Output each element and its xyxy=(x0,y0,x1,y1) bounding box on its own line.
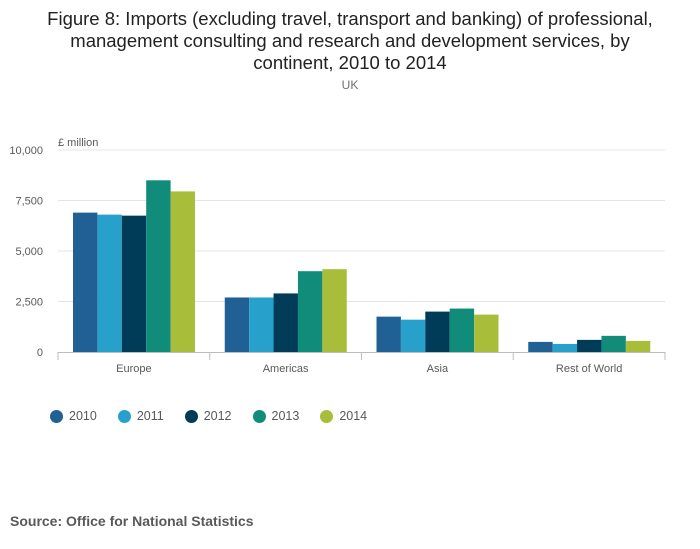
bar-2014-rest-of-world xyxy=(625,340,651,352)
bar-2012-asia xyxy=(425,311,450,352)
bar-2014-americas xyxy=(322,269,347,352)
bar-2011-americas xyxy=(249,297,274,352)
x-tick-label: Europe xyxy=(116,363,151,375)
legend-item-2012: 2012 xyxy=(184,409,232,423)
bar-2010-rest-of-world xyxy=(528,341,553,352)
y-tick-label: 0 xyxy=(37,347,43,359)
bar-2011-rest-of-world xyxy=(552,343,578,352)
legend-swatch xyxy=(117,409,131,423)
legend-item-2011: 2011 xyxy=(117,409,164,423)
bar-2013-americas xyxy=(297,271,323,352)
chart-subtitle: UK xyxy=(341,78,359,92)
bar-2011-europe xyxy=(97,214,122,352)
legend-label: 2012 xyxy=(203,409,232,423)
y-tick-label: 10,000 xyxy=(9,145,43,157)
y-tick-label: 7,500 xyxy=(15,196,43,208)
bar-2013-rest-of-world xyxy=(601,335,626,352)
y-axis-label: £ million xyxy=(58,137,98,149)
bar-2014-europe xyxy=(170,191,195,352)
legend-swatch xyxy=(252,409,266,423)
legend-item-2014: 2014 xyxy=(320,409,367,423)
x-tick-label: Americas xyxy=(263,363,309,375)
chart-title-line-1: Figure 8: Imports (excluding travel, tra… xyxy=(47,8,653,29)
legend-label: 2011 xyxy=(136,409,164,423)
bar-2013-europe xyxy=(146,180,171,352)
bar-2013-asia xyxy=(449,308,475,352)
bar-2012-europe xyxy=(121,215,147,352)
chart-title: Figure 8: Imports (excluding travel, tra… xyxy=(0,8,700,74)
x-tick-label: Asia xyxy=(427,363,449,375)
y-tick-label: 2,500 xyxy=(15,297,43,309)
legend-label: 2013 xyxy=(271,409,300,423)
legend-item-2013: 2013 xyxy=(252,409,300,423)
bar-2010-europe xyxy=(73,212,98,352)
bar-2014-asia xyxy=(474,314,499,352)
legend-label: 2014 xyxy=(339,409,368,423)
legend-swatch xyxy=(320,409,334,423)
chart-title-line-2: management consulting and research and d… xyxy=(70,30,630,51)
bar-2012-rest-of-world xyxy=(577,339,602,352)
bar-2010-americas xyxy=(224,297,250,352)
chart-title-line-3: continent, 2010 to 2014 xyxy=(253,52,447,73)
legend-item-2010: 2010 xyxy=(50,409,97,423)
chart-legend: 2010 2011 2012 2013 2014 xyxy=(50,406,388,426)
legend-swatch xyxy=(184,409,198,423)
x-tick-label: Rest of World xyxy=(556,363,622,375)
bar-2011-asia xyxy=(400,319,426,352)
legend-swatch xyxy=(50,409,63,423)
legend-label: 2010 xyxy=(69,409,97,423)
bar-2010-asia xyxy=(376,316,401,352)
y-tick-label: 5,000 xyxy=(15,246,43,258)
bar-2012-americas xyxy=(273,293,298,352)
source-note: Source: Office for National Statistics xyxy=(10,513,254,529)
